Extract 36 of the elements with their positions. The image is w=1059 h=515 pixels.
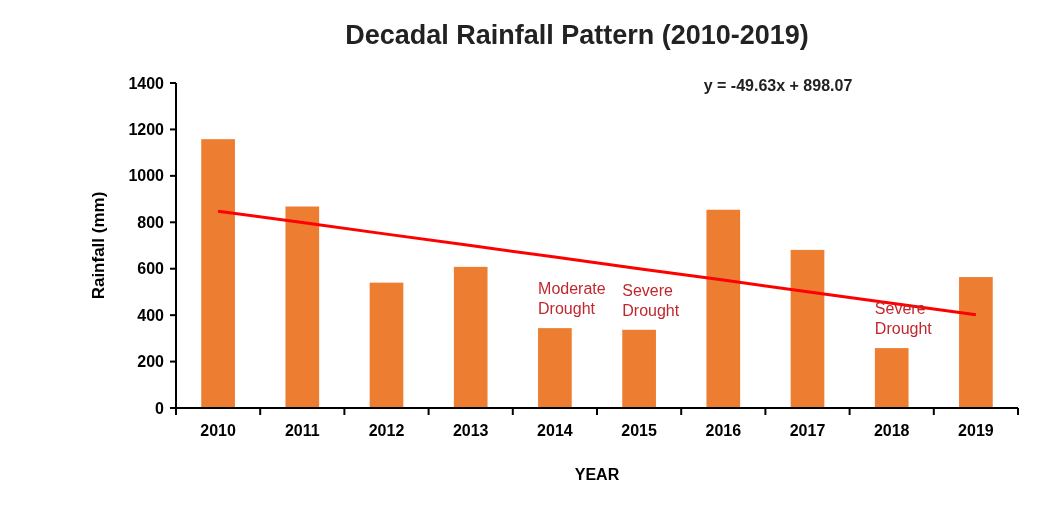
x-tick-label: 2016 [705,422,742,439]
line-series [216,209,978,317]
bar [959,277,993,408]
y-tick-label: 1000 [128,167,165,185]
annotation: Severe Drought [622,281,680,319]
bar [874,348,909,408]
y-tick-label: 800 [137,213,165,231]
chart-title: Decadal Rainfall Pattern (2010-2019) [345,20,809,50]
bar [369,282,404,408]
x-tick-label: 2018 [873,422,910,439]
bar [285,206,320,408]
x-tick-label: 2012 [368,422,405,439]
y-axis-title: Rainfall (mm) [89,191,108,300]
bar [790,249,825,408]
x-tick-label: 2017 [789,422,826,439]
annotation: Moderate Drought [538,280,606,318]
y-tick-label: 1200 [128,121,165,139]
y-tick-label: 1400 [128,74,165,92]
x-tick-label: 2011 [284,422,320,439]
y-tick-label: 0 [155,399,165,417]
x-axis-title: YEAR [574,466,620,483]
x-tick-label: 2013 [452,422,489,439]
y-tick-label: 400 [137,306,165,324]
y-tick-label: 600 [137,260,165,278]
y-tick-label: 200 [137,353,165,371]
bar [453,266,488,408]
x-tick-label: 2014 [537,422,573,439]
bar [622,329,656,408]
bar [538,328,572,408]
x-tick-label: 2010 [200,422,236,439]
annotation: y = -49.63x + 898.07 [703,77,853,94]
bar [201,139,235,408]
x-tick-label: 2019 [958,422,994,439]
bar [706,209,741,408]
annotation: Severe Drought [874,300,933,338]
x-tick-label: 2015 [621,422,657,439]
